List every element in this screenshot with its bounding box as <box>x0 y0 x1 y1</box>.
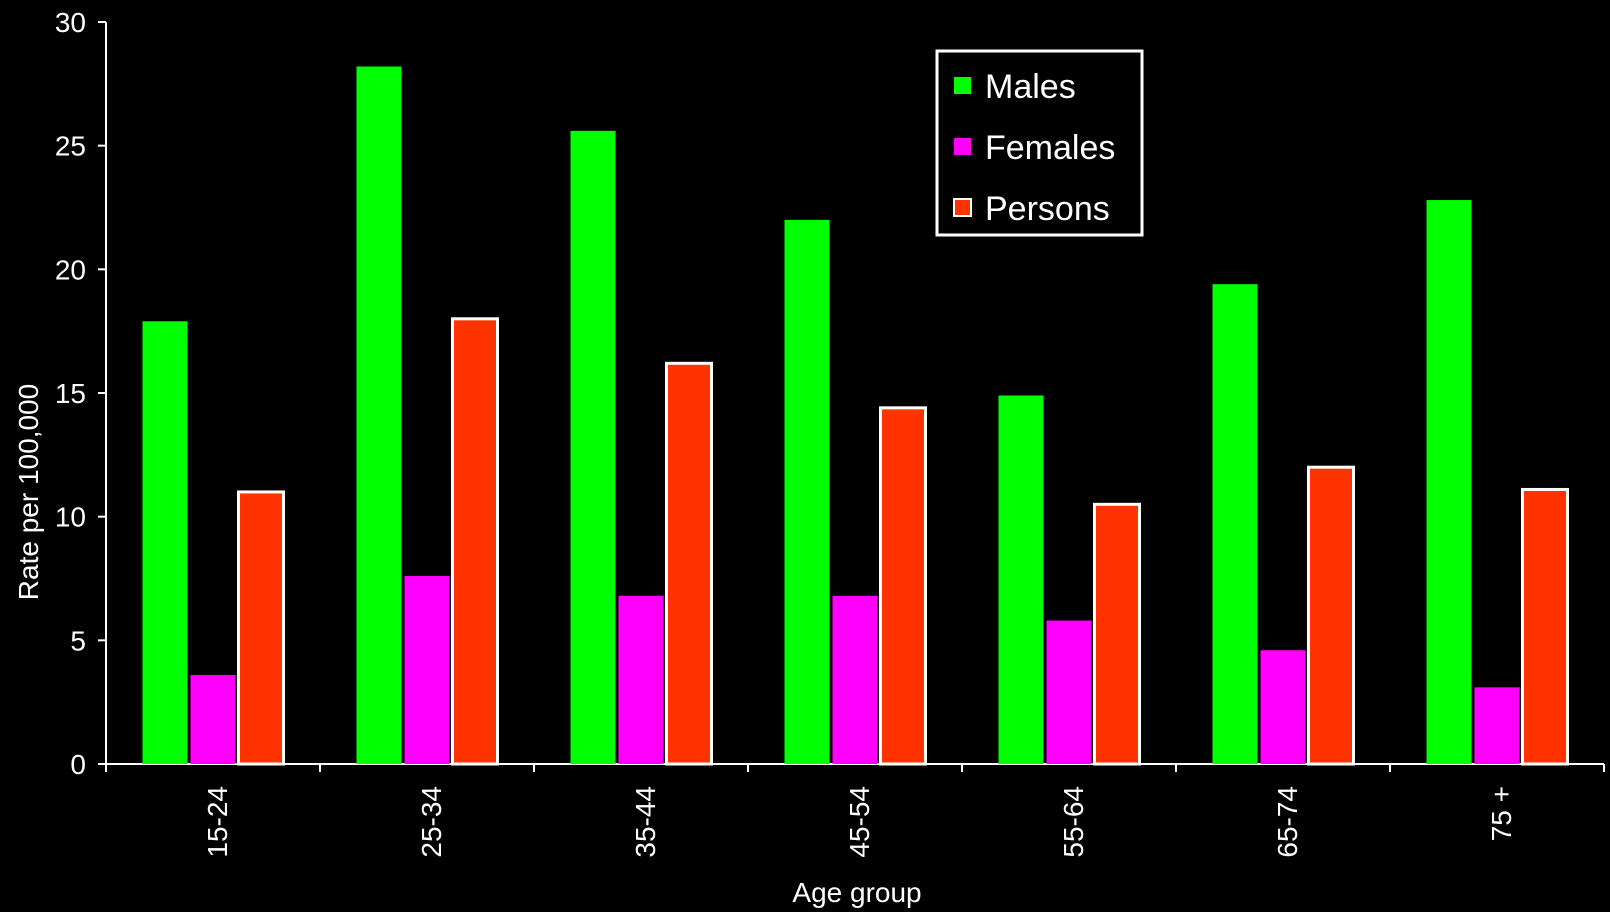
x-tick-label: 75 + <box>1486 786 1517 841</box>
bar-persons-2534 <box>451 317 499 766</box>
bar-persons-6574 <box>1307 465 1355 766</box>
bars-layer <box>142 66 1569 766</box>
x-tick-label: 45-54 <box>844 786 875 858</box>
bar-males-5564 <box>998 395 1044 764</box>
legend-swatch-persons <box>953 198 972 217</box>
legend: Males Females Persons <box>935 49 1144 237</box>
bar-females-2534 <box>404 576 450 764</box>
y-tick-label: 5 <box>70 625 86 656</box>
x-axis: 15-24 25-34 35-44 45-54 55-64 65-74 75 + <box>105 763 1605 858</box>
x-axis-label: Age group <box>792 877 921 908</box>
bar-females-6574 <box>1260 650 1306 764</box>
bar-females-5564 <box>1046 620 1092 764</box>
bar-persons-4554 <box>879 406 927 766</box>
bar-females-1524 <box>190 674 236 764</box>
x-tick-label: 35-44 <box>630 786 661 858</box>
x-tick-label: 15-24 <box>202 786 233 858</box>
y-tick-label: 30 <box>55 7 86 38</box>
bar-males-2534 <box>356 66 402 764</box>
bar-males-4554 <box>784 219 830 764</box>
bar-persons-5564 <box>1093 502 1141 766</box>
y-tick-label: 10 <box>55 502 86 533</box>
x-tick-label: 25-34 <box>416 786 447 858</box>
bar-males-6574 <box>1212 284 1258 764</box>
y-axis-label: Rate per 100,000 <box>13 384 44 600</box>
y-tick-label: 0 <box>70 749 86 780</box>
bar-males-1524 <box>142 321 188 764</box>
legend-swatch-males <box>954 77 971 94</box>
legend-swatch-females <box>954 138 971 155</box>
bar-males-75 <box>1426 200 1472 764</box>
legend-label-persons: Persons <box>985 190 1110 228</box>
y-tick-label: 15 <box>55 378 86 409</box>
bar-persons-75 <box>1521 487 1569 766</box>
bar-males-3544 <box>570 130 616 764</box>
bar-females-3544 <box>618 595 664 764</box>
bar-persons-1524 <box>237 490 285 766</box>
legend-label-males: Males <box>985 68 1076 106</box>
bar-females-4554 <box>832 595 878 764</box>
y-tick-label: 20 <box>55 254 86 285</box>
bar-persons-3544 <box>665 361 713 766</box>
bar-females-75 <box>1474 687 1520 764</box>
legend-label-females: Females <box>985 129 1115 167</box>
y-axis: 0 5 10 15 20 25 30 <box>55 7 107 780</box>
x-tick-label: 65-74 <box>1272 786 1303 858</box>
x-tick-label: 55-64 <box>1058 786 1089 858</box>
y-tick-label: 25 <box>55 131 86 162</box>
